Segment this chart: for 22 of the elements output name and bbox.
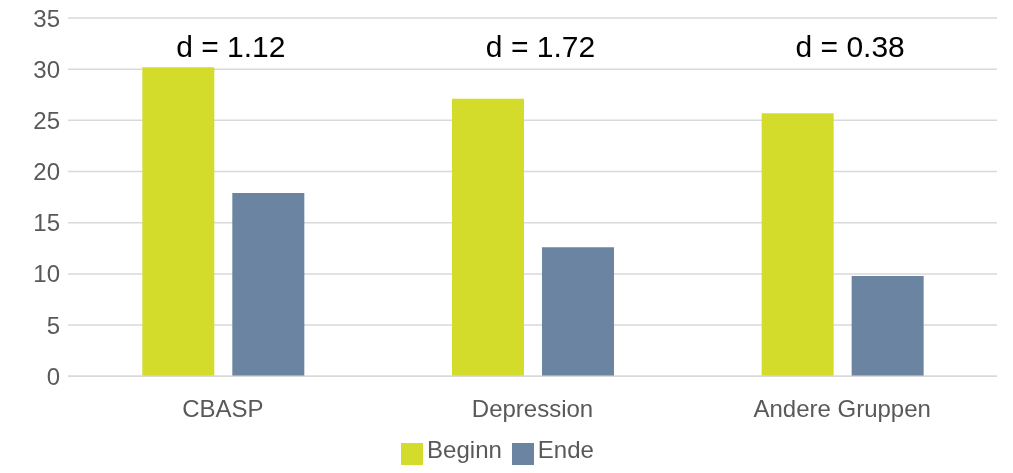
legend-label: Beginn — [427, 436, 502, 464]
y-tick-label: 25 — [33, 106, 60, 134]
bar — [541, 247, 614, 377]
annotation: d = 0.38 — [795, 30, 905, 64]
x-tick-label: CBASP — [182, 395, 264, 423]
y-tick-label: 35 — [33, 4, 60, 32]
y-tick-label: 15 — [33, 209, 60, 237]
legend-label: Ende — [537, 436, 594, 464]
annotation: d = 1.12 — [176, 30, 286, 64]
y-tick-label: 30 — [33, 55, 60, 83]
y-tick-label: 5 — [46, 311, 60, 339]
y-tick-label: 10 — [33, 260, 60, 288]
annotation: d = 1.72 — [485, 30, 596, 64]
bar — [851, 275, 924, 377]
y-tick-label: 20 — [33, 158, 60, 186]
bar — [142, 67, 215, 377]
bar — [761, 113, 834, 377]
bar — [232, 193, 305, 377]
bar — [451, 98, 524, 377]
x-tick-label: Depression — [471, 395, 594, 423]
x-tick-label: Andere Gruppen — [753, 395, 931, 423]
y-tick-label: 0 — [46, 362, 60, 390]
